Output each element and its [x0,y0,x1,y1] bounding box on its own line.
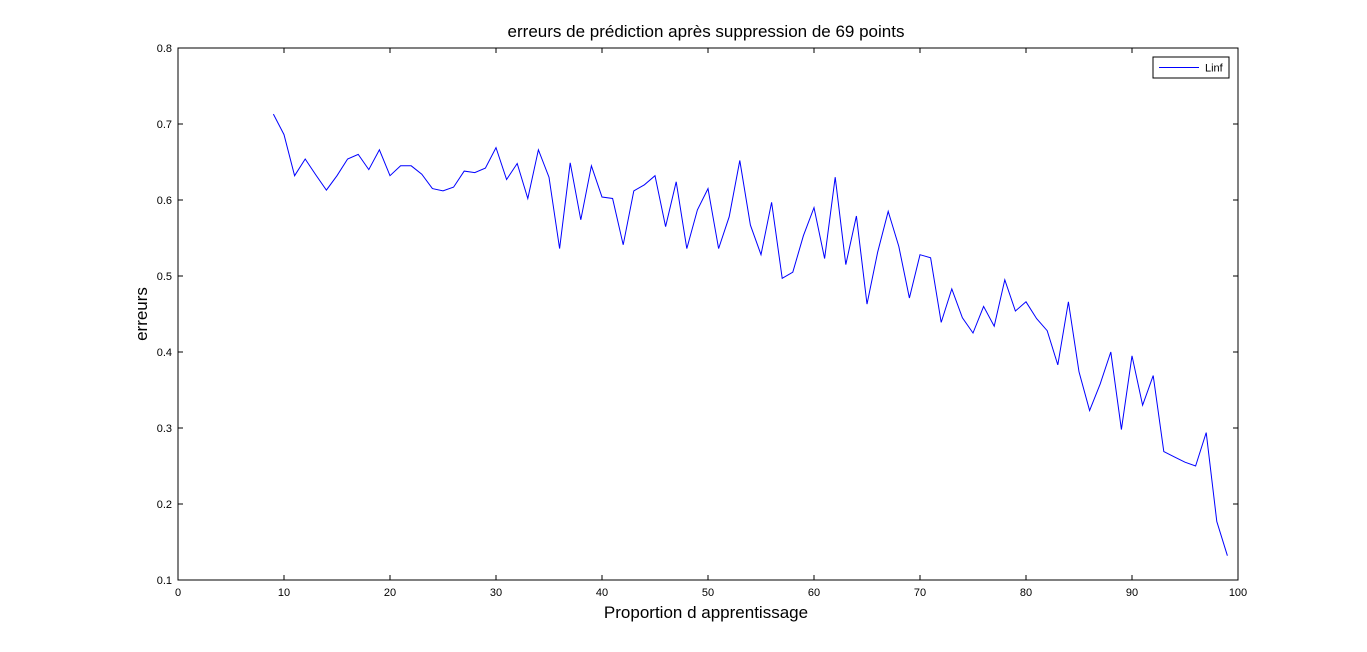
y-tick-label: 0.5 [157,271,172,283]
y-tick-label: 0.2 [157,499,172,511]
x-axis: 0 10 20 30 40 50 60 70 80 90 100 [175,48,1247,599]
y-tick-label: 0.1 [157,575,172,587]
x-axis-label: Proportion d apprentissage [604,603,808,622]
x-tick-label: 60 [808,587,820,599]
x-tick-label: 40 [596,587,608,599]
x-tick-label: 50 [702,587,714,599]
chart-title: erreurs de prédiction après suppression … [508,22,905,41]
y-axis-label: erreurs [132,287,151,341]
x-tick-label: 100 [1229,587,1247,599]
x-tick-label: 80 [1020,587,1032,599]
y-tick-label: 0.7 [157,119,172,131]
x-tick-label: 0 [175,587,181,599]
series-group [272,113,1228,556]
y-axis: 0.1 0.2 0.3 0.4 0.5 0.6 0.7 0.8 [157,43,1238,587]
x-tick-label: 70 [914,587,926,599]
y-tick-label: 0.4 [157,347,172,359]
legend: Linf [1152,56,1230,79]
legend-label-linf: Linf [1205,63,1224,75]
x-tick-label: 10 [278,587,290,599]
x-tick-label: 20 [384,587,396,599]
y-tick-label: 0.6 [157,195,172,207]
x-tick-label: 30 [490,587,502,599]
x-tick-label: 90 [1126,587,1138,599]
series-line-linf [272,113,1228,556]
y-tick-label: 0.8 [157,43,172,55]
y-tick-label: 0.3 [157,423,172,435]
plot-area [177,47,1239,581]
